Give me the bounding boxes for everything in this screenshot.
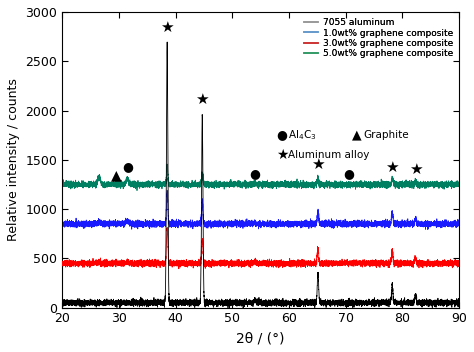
Text: ▲: ▲ [111,168,121,182]
Text: ★: ★ [160,20,174,35]
Text: ★: ★ [276,148,289,162]
Text: Graphite: Graphite [364,130,410,140]
Text: Al$_4$C$_3$: Al$_4$C$_3$ [289,128,317,142]
Text: ●: ● [250,167,260,180]
Text: ★: ★ [311,157,325,172]
Text: ★: ★ [409,162,422,177]
Text: ★: ★ [385,159,399,175]
Legend: 7055 aluminum, 1.0wt% graphene composite, 3.0wt% graphene composite, 5.0wt% grap: 7055 aluminum, 1.0wt% graphene composite… [302,17,455,60]
Text: Aluminum alloy: Aluminum alloy [289,150,370,161]
Y-axis label: Relative intensity / counts: Relative intensity / counts [7,78,20,241]
Text: ●: ● [122,160,133,173]
Text: ★: ★ [195,92,209,107]
X-axis label: 2θ / (°): 2θ / (°) [237,331,285,345]
Text: ●: ● [276,128,287,141]
Text: ●: ● [343,167,354,180]
Text: ▲: ▲ [352,128,362,141]
